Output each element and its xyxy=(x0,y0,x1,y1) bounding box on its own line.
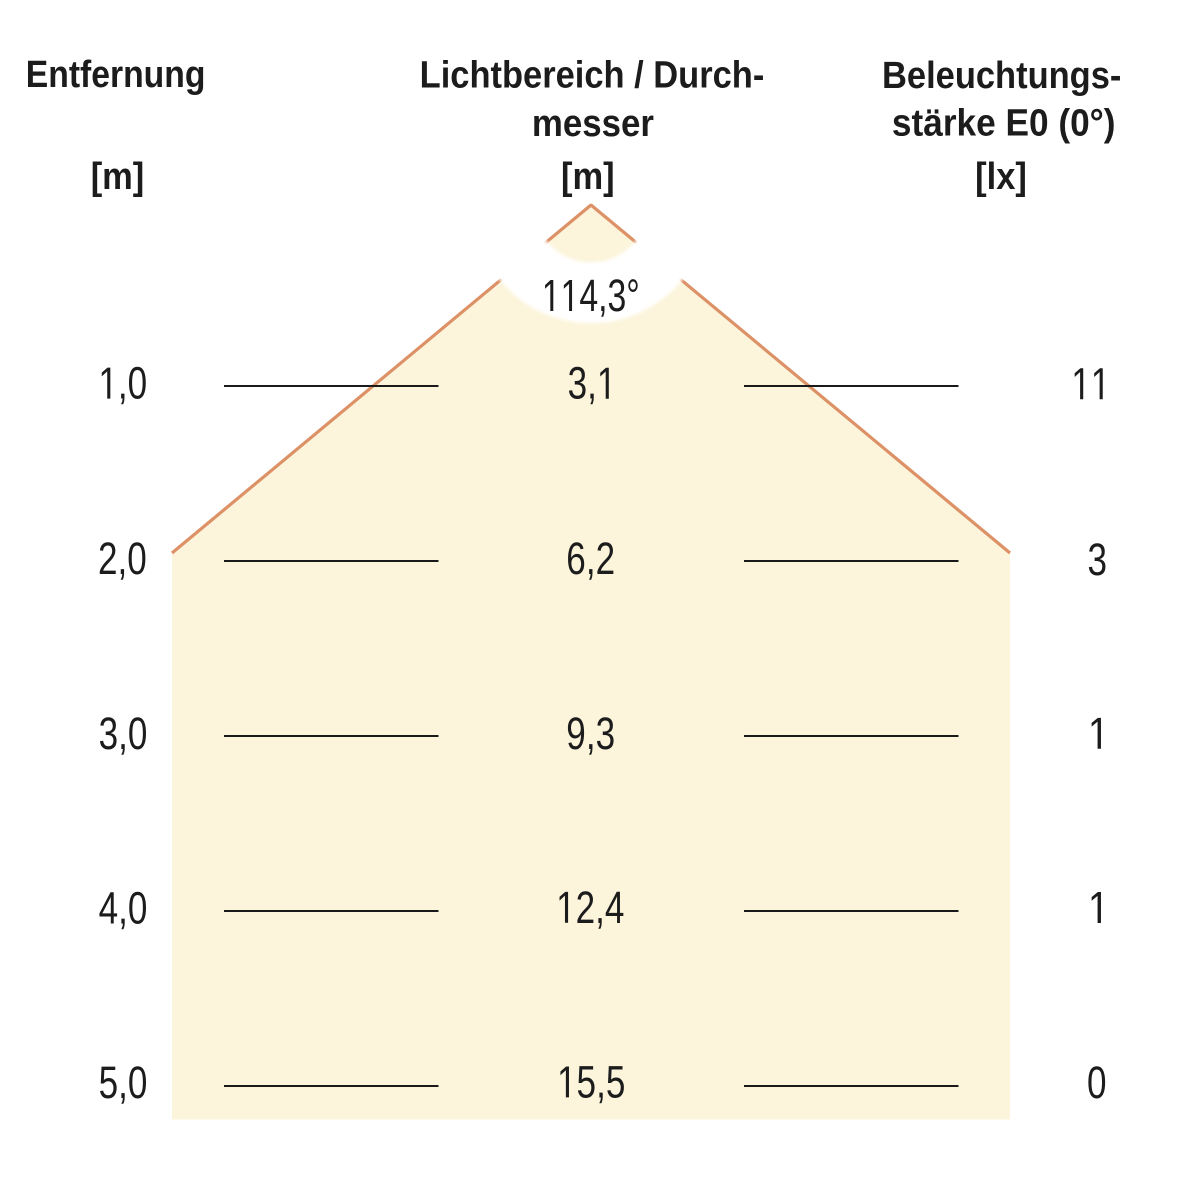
svg-text:messer: messer xyxy=(532,101,654,144)
svg-text:9,3: 9,3 xyxy=(566,708,615,759)
svg-text:2,4: 2,4 xyxy=(576,882,625,933)
svg-text:5,0: 5,0 xyxy=(99,1057,148,1108)
svg-text:3: 3 xyxy=(1088,534,1108,585)
svg-text:Lichtbereich / Durch-: Lichtbereich / Durch- xyxy=(420,53,765,96)
svg-text:[m]: [m] xyxy=(561,155,615,198)
svg-text:3,: 3, xyxy=(568,357,597,408)
svg-text:3,0: 3,0 xyxy=(99,708,148,759)
svg-text:Beleuchtungs-: Beleuchtungs- xyxy=(882,53,1121,96)
svg-text:6,2: 6,2 xyxy=(566,533,615,584)
svg-text:stärke E0 (0°): stärke E0 (0°) xyxy=(892,101,1116,144)
svg-text:4,0: 4,0 xyxy=(99,882,148,933)
svg-text:[lx]: [lx] xyxy=(975,155,1027,198)
svg-text:,0: ,0 xyxy=(118,357,147,408)
svg-text:0: 0 xyxy=(1087,1057,1107,1108)
svg-text:[m]: [m] xyxy=(91,155,145,198)
svg-text:2,0: 2,0 xyxy=(98,533,147,584)
svg-text:5,5: 5,5 xyxy=(577,1056,626,1107)
svg-text:Entfernung: Entfernung xyxy=(26,52,206,96)
svg-text:4,3°: 4,3° xyxy=(579,271,639,321)
